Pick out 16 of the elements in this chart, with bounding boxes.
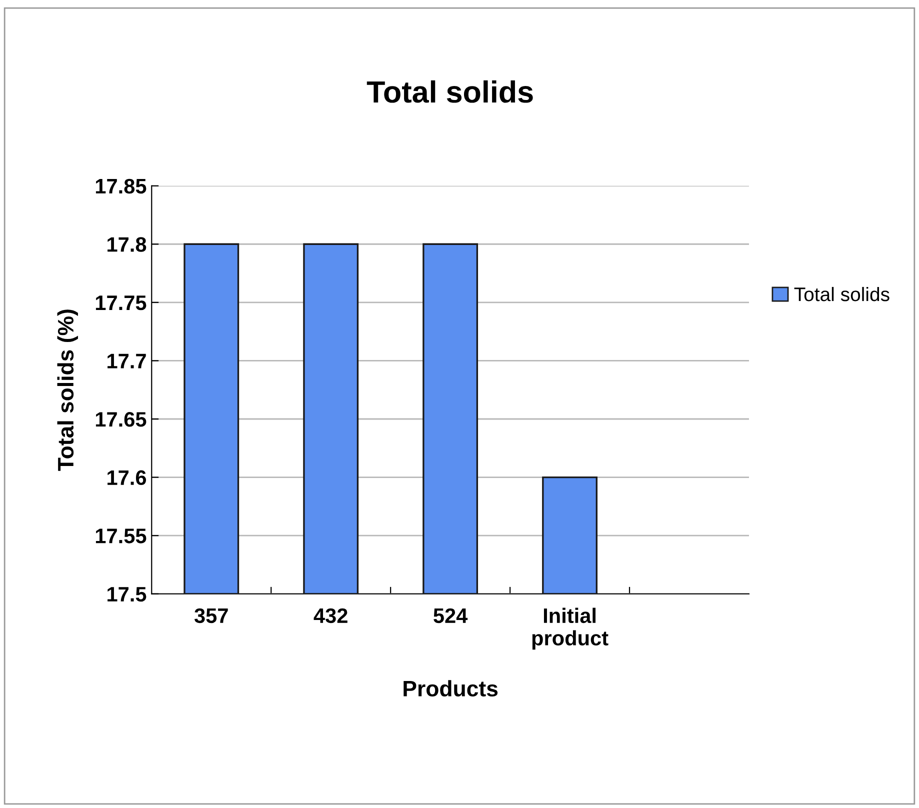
y-tick-label: 17.6	[108, 470, 146, 486]
x-axis-title: Products	[404, 680, 498, 697]
y-tick-label: 17.7	[108, 354, 146, 368]
x-tick-label: 432	[314, 608, 348, 624]
chart-title: Total solids	[366, 80, 533, 103]
x-tick-label: 524	[434, 608, 468, 624]
y-tick-label: 17.5	[108, 587, 146, 602]
y-tick-label: 17.55	[96, 528, 146, 544]
x-tick-label: Initial product	[532, 608, 608, 650]
y-tick-label: 17.75	[96, 296, 146, 310]
y-tick-label: 17.8	[108, 237, 146, 252]
y-tick-label: 17.65	[96, 412, 146, 427]
y-axis-title: Total solids (%)	[57, 310, 78, 471]
legend-label: Total solids	[794, 286, 890, 302]
x-tick-label: 357	[194, 608, 228, 624]
y-tick-label: 17.85	[96, 178, 146, 194]
